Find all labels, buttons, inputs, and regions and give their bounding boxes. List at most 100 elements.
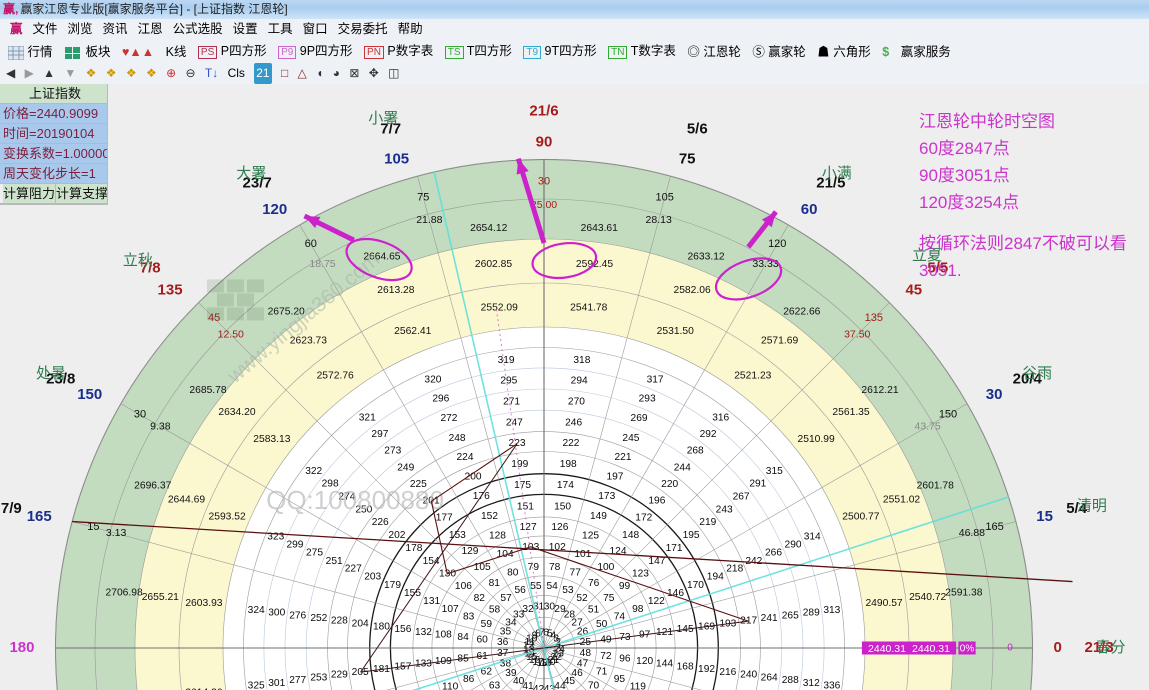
svg-text:2634.20: 2634.20	[218, 407, 255, 418]
svg-text:220: 220	[661, 479, 678, 490]
svg-text:295: 295	[500, 375, 517, 386]
svg-text:47: 47	[577, 659, 589, 670]
svg-text:30: 30	[538, 175, 550, 187]
svg-text:180: 180	[9, 639, 34, 656]
svg-text:297: 297	[371, 429, 388, 440]
svg-text:144: 144	[656, 659, 673, 670]
svg-text:60: 60	[305, 238, 317, 250]
svg-text:30: 30	[134, 409, 146, 421]
svg-text:125: 125	[582, 530, 599, 541]
svg-text:83: 83	[463, 611, 475, 622]
svg-text:275: 275	[306, 548, 323, 559]
svg-text:43.75: 43.75	[915, 420, 941, 432]
svg-text:45: 45	[905, 282, 922, 299]
svg-text:253: 253	[310, 672, 327, 683]
svg-text:174: 174	[557, 480, 574, 491]
svg-text:5/6: 5/6	[687, 121, 708, 138]
svg-text:272: 272	[440, 413, 457, 424]
svg-text:221: 221	[615, 452, 632, 463]
svg-text:172: 172	[635, 513, 652, 524]
svg-text:226: 226	[372, 517, 389, 528]
svg-text:147: 147	[648, 556, 665, 567]
svg-text:216: 216	[719, 667, 736, 678]
svg-text:2572.76: 2572.76	[317, 371, 354, 382]
svg-text:59: 59	[481, 619, 493, 630]
svg-text:154: 154	[423, 556, 440, 567]
svg-text:173: 173	[598, 491, 615, 502]
svg-text:155: 155	[404, 588, 421, 599]
svg-text:152: 152	[481, 511, 498, 522]
svg-text:2644.69: 2644.69	[168, 495, 205, 506]
svg-text:2654.12: 2654.12	[470, 223, 507, 234]
svg-text:251: 251	[326, 556, 343, 567]
svg-text:150: 150	[554, 502, 571, 513]
svg-text:71: 71	[596, 667, 608, 678]
svg-text:9.38: 9.38	[150, 420, 171, 432]
svg-text:165: 165	[985, 521, 1003, 533]
svg-text:150: 150	[939, 409, 957, 421]
svg-text:2655.21: 2655.21	[142, 592, 179, 603]
svg-text:75: 75	[417, 191, 429, 203]
svg-text:7/9: 7/9	[1, 500, 22, 517]
svg-text:36: 36	[497, 637, 509, 648]
svg-text:176: 176	[473, 491, 490, 502]
svg-text:80: 80	[507, 567, 519, 578]
svg-text:79: 79	[528, 562, 540, 573]
svg-text:299: 299	[286, 540, 303, 551]
svg-text:46: 46	[571, 668, 583, 679]
svg-text:129: 129	[461, 546, 478, 557]
svg-text:248: 248	[449, 433, 466, 444]
svg-text:319: 319	[498, 355, 515, 366]
svg-text:108: 108	[435, 629, 452, 640]
svg-text:2440.31: 2440.31	[868, 643, 906, 655]
svg-text:110: 110	[442, 682, 459, 690]
svg-text:180: 180	[373, 621, 390, 632]
svg-text:293: 293	[639, 394, 656, 405]
svg-text:99: 99	[619, 581, 631, 592]
svg-text:312: 312	[803, 678, 820, 689]
svg-text:21/6: 21/6	[529, 102, 558, 119]
svg-text:322: 322	[305, 466, 322, 477]
svg-text:2622.66: 2622.66	[783, 307, 820, 318]
svg-text:0: 0	[1007, 643, 1013, 654]
svg-text:2551.02: 2551.02	[883, 495, 920, 506]
svg-text:179: 179	[384, 580, 401, 591]
svg-text:53: 53	[562, 585, 574, 596]
svg-text:58: 58	[489, 605, 501, 616]
svg-text:320: 320	[424, 374, 441, 385]
svg-text:100: 100	[597, 562, 614, 573]
svg-text:199: 199	[511, 459, 528, 470]
svg-text:2561.35: 2561.35	[832, 407, 869, 418]
svg-text:289: 289	[803, 608, 820, 619]
svg-text:273: 273	[384, 446, 401, 457]
svg-text:104: 104	[497, 549, 514, 560]
svg-text:2602.85: 2602.85	[475, 259, 512, 270]
svg-text:196: 196	[648, 496, 665, 507]
svg-text:318: 318	[573, 355, 590, 366]
svg-text:2612.21: 2612.21	[861, 385, 898, 396]
svg-text:122: 122	[648, 596, 665, 607]
svg-text:75: 75	[603, 593, 615, 604]
svg-text:51: 51	[588, 605, 600, 616]
svg-text:227: 227	[345, 564, 362, 575]
svg-text:谷雨: 谷雨	[1022, 365, 1052, 382]
svg-text:313: 313	[823, 605, 840, 616]
svg-text:2601.78: 2601.78	[917, 481, 954, 492]
svg-text:276: 276	[289, 610, 306, 621]
svg-text:84: 84	[457, 632, 469, 643]
svg-text:立秋: 立秋	[123, 252, 153, 269]
svg-text:197: 197	[606, 471, 623, 482]
svg-text:324: 324	[248, 605, 265, 616]
svg-text:2633.12: 2633.12	[687, 251, 724, 262]
svg-text:29: 29	[554, 604, 566, 615]
svg-text:229: 229	[331, 670, 348, 681]
svg-text:195: 195	[683, 530, 700, 541]
svg-text:106: 106	[455, 581, 472, 592]
svg-text:2706.98: 2706.98	[106, 587, 143, 598]
svg-text:101: 101	[574, 549, 591, 560]
svg-text:123: 123	[632, 569, 649, 580]
svg-text:2531.50: 2531.50	[657, 326, 694, 337]
svg-text:336: 336	[823, 681, 840, 690]
svg-text:2500.77: 2500.77	[842, 511, 879, 522]
svg-text:249: 249	[397, 463, 414, 474]
